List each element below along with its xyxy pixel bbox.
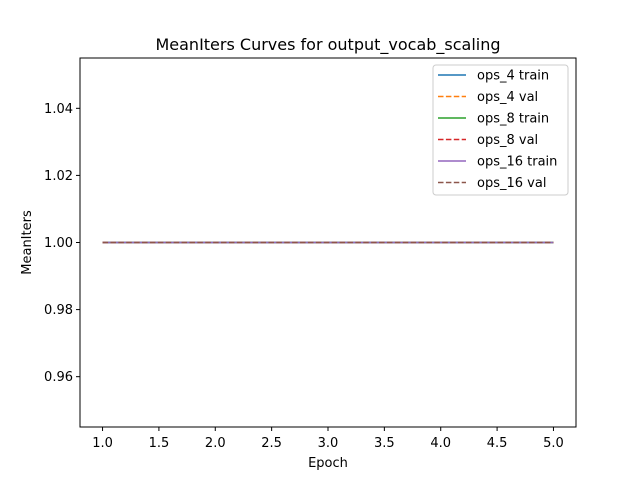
x-tick-label: 4.0 [430,436,451,451]
x-tick-label: 1.5 [149,436,170,451]
y-axis-label: MeanIters [20,210,35,275]
legend: ops_4 train ops_4 val ops_8 train ops_8 val… [432,64,569,196]
y-tick-label: 1.02 [44,169,73,184]
legend-label-4: ops_16 train [477,155,557,170]
x-tick-label: 3.5 [374,436,395,451]
x-tick-label: 4.5 [487,436,508,451]
legend-label-5: ops_16 val [477,176,546,191]
legend-label-3: ops_8 val [477,133,538,148]
y-tick-label: 1.00 [44,236,73,251]
legend-label-0: ops_4 train [477,69,549,84]
x-axis-label: Epoch [308,456,348,471]
x-tick-label: 2.0 [205,436,226,451]
x-tick-label: 1.0 [92,436,113,451]
x-tick-label: 2.5 [261,436,282,451]
chart-title: MeanIters Curves for output_vocab_scalin… [155,35,500,55]
x-tick-label: 3.0 [318,436,339,451]
legend-label-1: ops_4 val [477,90,538,105]
legend-label-2: ops_8 train [477,112,549,127]
y-tick-label: 1.04 [44,102,73,117]
y-tick-label: 0.96 [44,370,73,385]
y-axis-ticks: 0.96 0.98 1.00 1.02 1.04 [44,102,80,385]
legend-box [432,64,569,196]
y-tick-label: 0.98 [44,303,73,318]
x-tick-label: 5.0 [543,436,564,451]
x-axis-ticks: 1.0 1.5 2.0 2.5 3.0 3.5 4.0 4.5 5.0 [92,427,564,451]
